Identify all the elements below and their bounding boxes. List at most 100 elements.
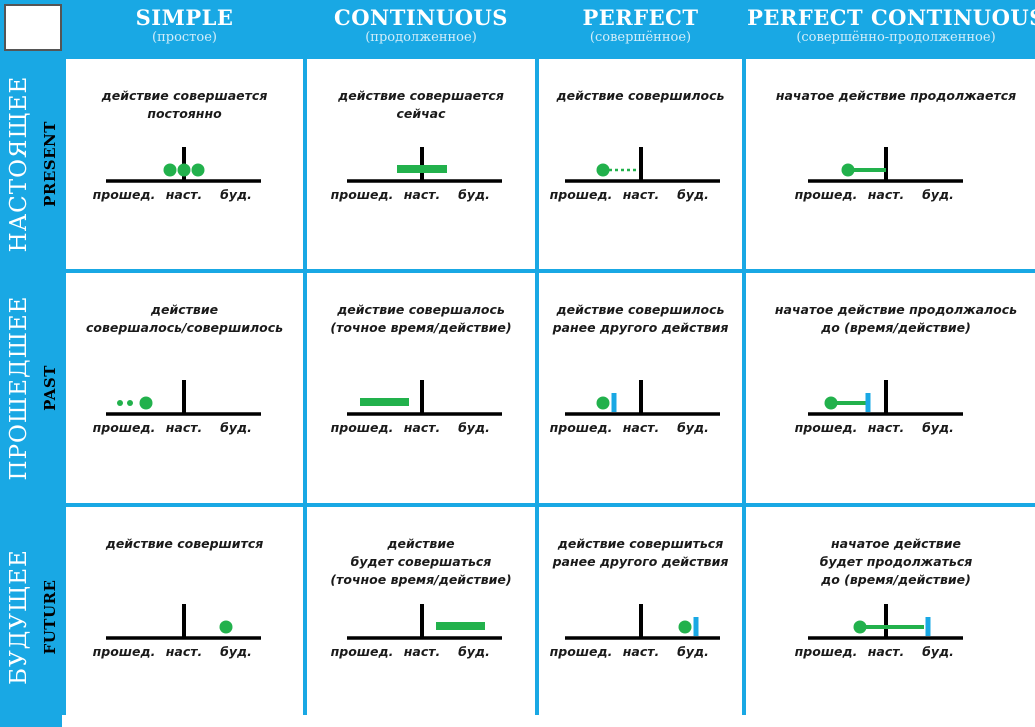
row-title-ru: НАСТОЯЩЕЕ	[6, 75, 32, 253]
timeline-label-past: прошед.	[331, 420, 394, 435]
cell-past-continuous: действие совершалось (точное время/дейст…	[307, 273, 535, 503]
timeline-label-past: прошед.	[331, 644, 394, 659]
timeline-diagram: прошед. наст. буд.	[550, 604, 720, 659]
timeline-label-future: буд.	[677, 187, 709, 202]
corner-cell	[0, 0, 62, 55]
row-title-ru: ПРОШЕДШЕЕ	[6, 295, 32, 481]
column-subtitle: (простое)	[152, 30, 217, 45]
cell-description: действие совершиться ранее другого дейст…	[552, 536, 729, 569]
cell-future-continuous: действие будет совершаться (точное время…	[307, 507, 535, 727]
cell-future-perfect-continuous: начатое действие будет продолжаться до (…	[746, 507, 1035, 727]
cell-description: действие совершается сейчас	[338, 88, 504, 121]
column-title: PERFECT CONTINUOUS	[747, 5, 1035, 30]
column-header-continuous: CONTINUOUS (продолженное)	[307, 0, 535, 55]
action-dot	[139, 396, 153, 410]
timeline-label-future: буд.	[220, 644, 252, 659]
timeline-label-now: наст.	[868, 644, 904, 659]
timeline-diagram: прошед. наст. буд.	[795, 147, 963, 202]
action-bar	[360, 398, 409, 406]
action-small-dot	[127, 400, 133, 406]
timeline-label-future: буд.	[922, 187, 954, 202]
cell-description: действие совершается постоянно	[101, 88, 268, 121]
cell-present-simple: действие совершается постоянно прошед. нас…	[66, 59, 303, 269]
timeline-label-now: наст.	[404, 644, 440, 659]
reference-point-marker	[865, 393, 871, 412]
timeline-label-past: прошед.	[795, 187, 858, 202]
action-dot	[177, 163, 191, 177]
timeline-label-future: буд.	[220, 187, 252, 202]
cell-description: начатое действие продолжается	[775, 88, 1017, 103]
timeline-label-past: прошед.	[93, 644, 156, 659]
action-dot	[596, 163, 610, 177]
row-header-present: НАСТОЯЩЕЕ PRESENT	[0, 59, 62, 269]
timeline-label-future: буд.	[677, 420, 709, 435]
timeline-label-past: прошед.	[795, 644, 858, 659]
action-small-dot	[117, 400, 123, 406]
timeline-label-past: прошед.	[550, 644, 613, 659]
row-title-ru: БУДУЩЕЕ	[6, 549, 32, 685]
column-header-simple: SIMPLE (простое)	[66, 0, 303, 55]
timeline-label-future: буд.	[458, 644, 490, 659]
reference-point-marker	[611, 393, 617, 412]
corner-box	[4, 4, 62, 51]
timeline-label-past: прошед.	[331, 187, 394, 202]
timeline-label-now: наст.	[166, 644, 202, 659]
cell-past-perfect: действие совершилось ранее другого дейст…	[539, 273, 742, 503]
timeline-label-now: наст.	[868, 420, 904, 435]
timeline-label-now: наст.	[404, 420, 440, 435]
reference-point-marker	[693, 617, 699, 636]
cell-description: действие совершилось	[556, 88, 725, 103]
timeline-diagram: прошед. наст. буд.	[93, 604, 261, 659]
timeline-label-future: буд.	[677, 644, 709, 659]
row-title-en: FUTURE	[41, 579, 59, 655]
row-title-en: PRESENT	[41, 121, 59, 207]
cell-future-simple: действие совершится прошед. наст. буд.	[66, 507, 303, 727]
row-title-en: PAST	[41, 365, 59, 411]
cell-past-perfect-continuous: начатое действие продолжалось до (время/…	[746, 273, 1035, 503]
column-title: PERFECT	[582, 5, 699, 30]
timeline-diagram: прошед. наст. буд.	[795, 380, 963, 435]
cell-description: действие совершалось (точное время/дейст…	[330, 302, 512, 335]
cell-description: начатое действие будет продолжаться до (…	[819, 536, 973, 587]
action-dot	[163, 163, 177, 177]
timeline-diagram: прошед. наст. буд.	[93, 147, 261, 202]
timeline-label-past: прошед.	[795, 420, 858, 435]
timeline-label-future: буд.	[220, 420, 252, 435]
row-header-past: ПРОШЕДШЕЕ PAST	[0, 273, 62, 503]
timeline-label-future: буд.	[922, 420, 954, 435]
action-dot	[596, 396, 610, 410]
action-dot	[191, 163, 205, 177]
column-subtitle: (совершённое)	[589, 30, 692, 45]
timeline-label-past: прошед.	[93, 420, 156, 435]
timeline-label-future: буд.	[458, 187, 490, 202]
row-header-future: БУДУЩЕЕ FUTURE	[0, 507, 62, 727]
action-dot	[678, 620, 692, 634]
cell-description: начатое действие продолжалось до (время/…	[774, 302, 1018, 335]
timeline-label-now: наст.	[166, 420, 202, 435]
cell-description: действие совершалось/совершилось	[85, 302, 284, 335]
timeline-label-now: наст.	[623, 187, 659, 202]
timeline-label-future: буд.	[922, 644, 954, 659]
timeline-label-past: прошед.	[550, 187, 613, 202]
column-header-perfect-continuous: PERFECT CONTINUOUS (совершённо-продолжен…	[746, 0, 1035, 55]
reference-point-marker	[925, 617, 931, 636]
timeline-label-past: прошед.	[550, 420, 613, 435]
action-bar	[397, 165, 447, 173]
column-header-perfect: PERFECT (совершённое)	[539, 0, 742, 55]
timeline-diagram: прошед. наст. буд.	[550, 147, 720, 202]
column-title: SIMPLE	[135, 5, 234, 30]
timeline-label-past: прошед.	[93, 187, 156, 202]
action-dot	[219, 620, 233, 634]
column-subtitle: (продолженное)	[365, 30, 477, 45]
cell-description: действие будет совершаться (точное время…	[330, 536, 512, 587]
timeline-diagram: прошед. наст. буд.	[331, 380, 502, 435]
timeline-label-now: наст.	[623, 644, 659, 659]
timeline-diagram: прошед. наст. буд.	[795, 604, 963, 659]
timeline-label-future: буд.	[458, 420, 490, 435]
cell-past-simple: действие совершалось/совершилось прошед. н…	[66, 273, 303, 503]
timeline-label-now: наст.	[166, 187, 202, 202]
timeline-label-now: наст.	[404, 187, 440, 202]
cell-description: действие совершилось ранее другого дейст…	[552, 302, 729, 335]
timeline-diagram: прошед. наст. буд.	[331, 147, 502, 202]
